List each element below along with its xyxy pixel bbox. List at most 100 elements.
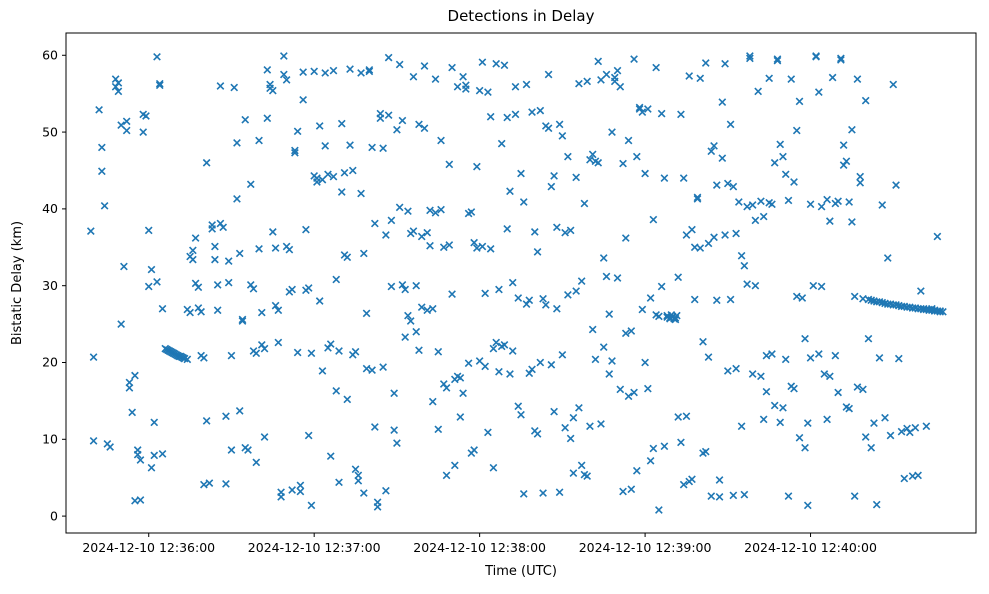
scatter-point <box>133 450 142 459</box>
scatter-point <box>746 54 754 63</box>
scatter-point <box>812 52 820 60</box>
scatter-point <box>536 358 545 367</box>
scatter-point <box>875 354 884 362</box>
scatter-point <box>602 272 611 281</box>
scatter-point <box>252 458 261 467</box>
scatter-point <box>803 501 812 510</box>
scatter-point <box>296 481 305 490</box>
scatter-point <box>437 205 445 214</box>
scatter-point <box>715 476 724 484</box>
scatter-point <box>296 487 305 496</box>
scatter-point <box>712 296 721 305</box>
plot-area <box>66 33 976 533</box>
scatter-point <box>120 262 128 271</box>
scatter-point <box>307 349 316 358</box>
scatter-point <box>806 200 815 209</box>
scatter-point <box>445 241 454 249</box>
scatter-point <box>734 198 743 206</box>
scatter-point <box>646 294 655 302</box>
scatter-point <box>737 422 746 431</box>
scatter-point <box>434 425 443 434</box>
scatter-point <box>222 479 230 488</box>
scatter-point <box>86 227 95 236</box>
scatter-point <box>346 141 354 150</box>
scatter-point <box>765 74 774 83</box>
scatter-point <box>605 370 614 378</box>
scatter-point <box>271 301 280 310</box>
scatter-point <box>704 353 713 361</box>
scatter-point <box>699 337 707 346</box>
scatter-point <box>357 189 365 198</box>
scatter-point <box>514 402 523 411</box>
scatter-point <box>393 439 401 448</box>
scatter-point <box>428 304 437 313</box>
scatter-point <box>302 225 310 234</box>
scatter-point <box>114 79 123 87</box>
scatter-point <box>707 147 716 156</box>
scatter-point <box>406 317 415 325</box>
chart-title: Detections in Delay <box>448 7 595 25</box>
scatter-point <box>147 265 156 274</box>
scatter-point <box>382 231 390 239</box>
scatter-point <box>569 469 578 477</box>
scatter-point <box>820 370 829 378</box>
scatter-point <box>423 306 432 315</box>
scatter-point <box>801 443 809 452</box>
scatter-point <box>376 114 385 123</box>
scatter-point <box>746 52 754 60</box>
scatter-point <box>340 168 349 177</box>
scatter-point <box>768 200 776 209</box>
scatter-point <box>624 392 633 401</box>
y-tick-label: 30 <box>42 278 58 293</box>
scatter-point <box>569 413 578 422</box>
scatter-point <box>230 83 239 92</box>
scatter-point <box>914 471 922 480</box>
scatter-point <box>723 179 732 188</box>
scatter-point <box>533 248 542 256</box>
scatter-point <box>293 127 302 136</box>
scatter-point <box>299 68 308 77</box>
scatter-point <box>307 501 316 510</box>
scatter-point <box>464 359 473 368</box>
scatter-point <box>89 353 98 361</box>
scatter-point <box>817 202 826 211</box>
scatter-point <box>310 67 319 76</box>
scatter-point <box>329 66 338 75</box>
scatter-point <box>696 74 705 83</box>
scatter-point <box>845 198 854 206</box>
scatter-point <box>825 217 834 226</box>
scatter-point <box>268 228 277 236</box>
scatter-point <box>144 282 153 291</box>
scatter-point <box>235 407 244 415</box>
scatter-point <box>853 383 862 391</box>
scatter-point <box>260 344 269 353</box>
scatter-point <box>564 291 572 299</box>
scatter-point <box>398 281 407 289</box>
scatter-point <box>850 492 859 500</box>
scatter-point <box>550 171 558 180</box>
scatter-point <box>315 122 324 130</box>
scatter-point <box>324 170 332 179</box>
scatter-point <box>566 434 575 443</box>
scatter-point <box>688 225 696 234</box>
scatter-point <box>426 206 434 215</box>
scatter-point <box>621 234 630 242</box>
scatter-point <box>492 338 501 347</box>
scatter-point <box>431 75 440 83</box>
scatter-point <box>740 490 749 499</box>
scatter-point <box>186 308 194 317</box>
scatter-point <box>632 152 641 161</box>
x-tick-label: 2024-12-10 12:37:00 <box>248 540 381 555</box>
scatter-point <box>729 491 738 500</box>
scatter-point <box>497 139 506 148</box>
scatter-point <box>814 350 823 358</box>
scatter-point <box>241 115 250 124</box>
scatter-point <box>354 476 363 485</box>
scatter-point <box>776 418 785 427</box>
scatter-point <box>257 308 266 317</box>
scatter-point <box>288 486 296 494</box>
scatter-point <box>933 232 942 241</box>
scatter-point <box>318 367 327 375</box>
scatter-point <box>506 370 514 378</box>
scatter-point <box>373 503 382 511</box>
